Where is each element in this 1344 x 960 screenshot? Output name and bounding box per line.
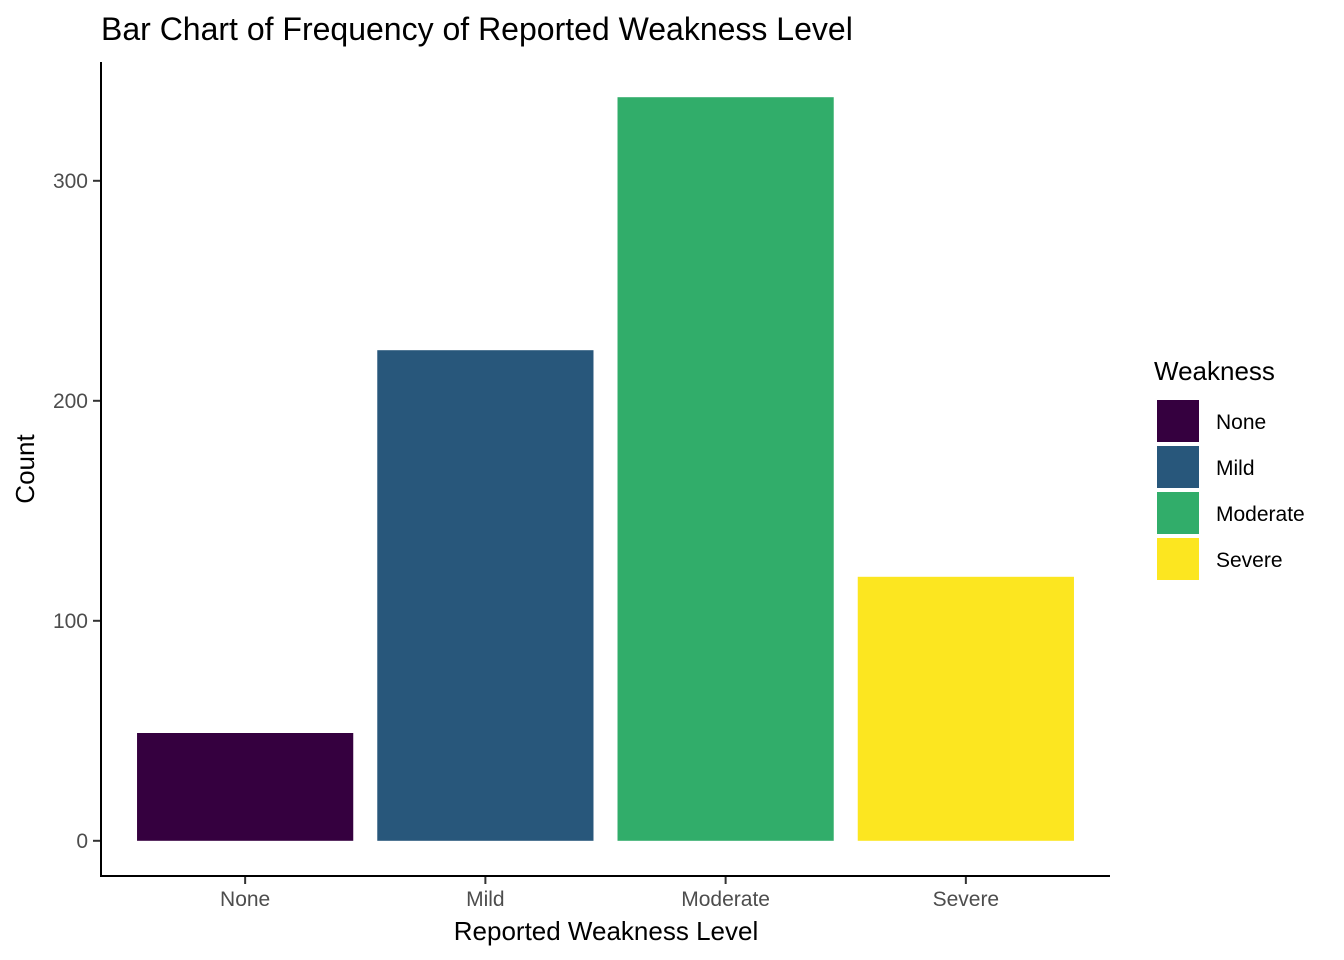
x-tick-label: Moderate	[681, 888, 770, 911]
x-tick-label: Mild	[466, 888, 505, 911]
x-axis-ticks: None Mild Moderate Severe	[220, 876, 999, 911]
bar-mild	[377, 350, 594, 841]
x-axis-title: Reported Weakness Level	[454, 916, 758, 946]
y-tick-label: 200	[53, 390, 88, 413]
legend-label-moderate: Moderate	[1216, 503, 1305, 526]
legend-key-severe	[1157, 538, 1199, 580]
bar-severe	[857, 576, 1074, 841]
legend-items: None Mild Moderate Severe	[1157, 400, 1305, 580]
legend: Weakness None Mild Moderate Severe	[1154, 356, 1305, 580]
x-tick-label: Severe	[933, 888, 1000, 911]
legend-key-mild	[1157, 446, 1199, 488]
y-axis-title: Count	[10, 434, 40, 504]
legend-key-none	[1157, 400, 1199, 442]
x-tick-label: None	[220, 888, 270, 911]
legend-label-mild: Mild	[1216, 457, 1255, 480]
y-axis-ticks: 0 100 200 300	[53, 170, 101, 853]
bars-layer	[137, 97, 1074, 841]
y-tick-label: 300	[53, 170, 88, 193]
bar-moderate	[617, 97, 834, 841]
legend-label-severe: Severe	[1216, 549, 1283, 572]
chart-title: Bar Chart of Frequency of Reported Weakn…	[101, 11, 853, 47]
legend-title: Weakness	[1154, 356, 1275, 386]
y-tick-label: 100	[53, 610, 88, 633]
legend-label-none: None	[1216, 411, 1266, 434]
legend-key-moderate	[1157, 492, 1199, 534]
bar-none	[137, 733, 354, 841]
y-tick-label: 0	[76, 830, 88, 853]
